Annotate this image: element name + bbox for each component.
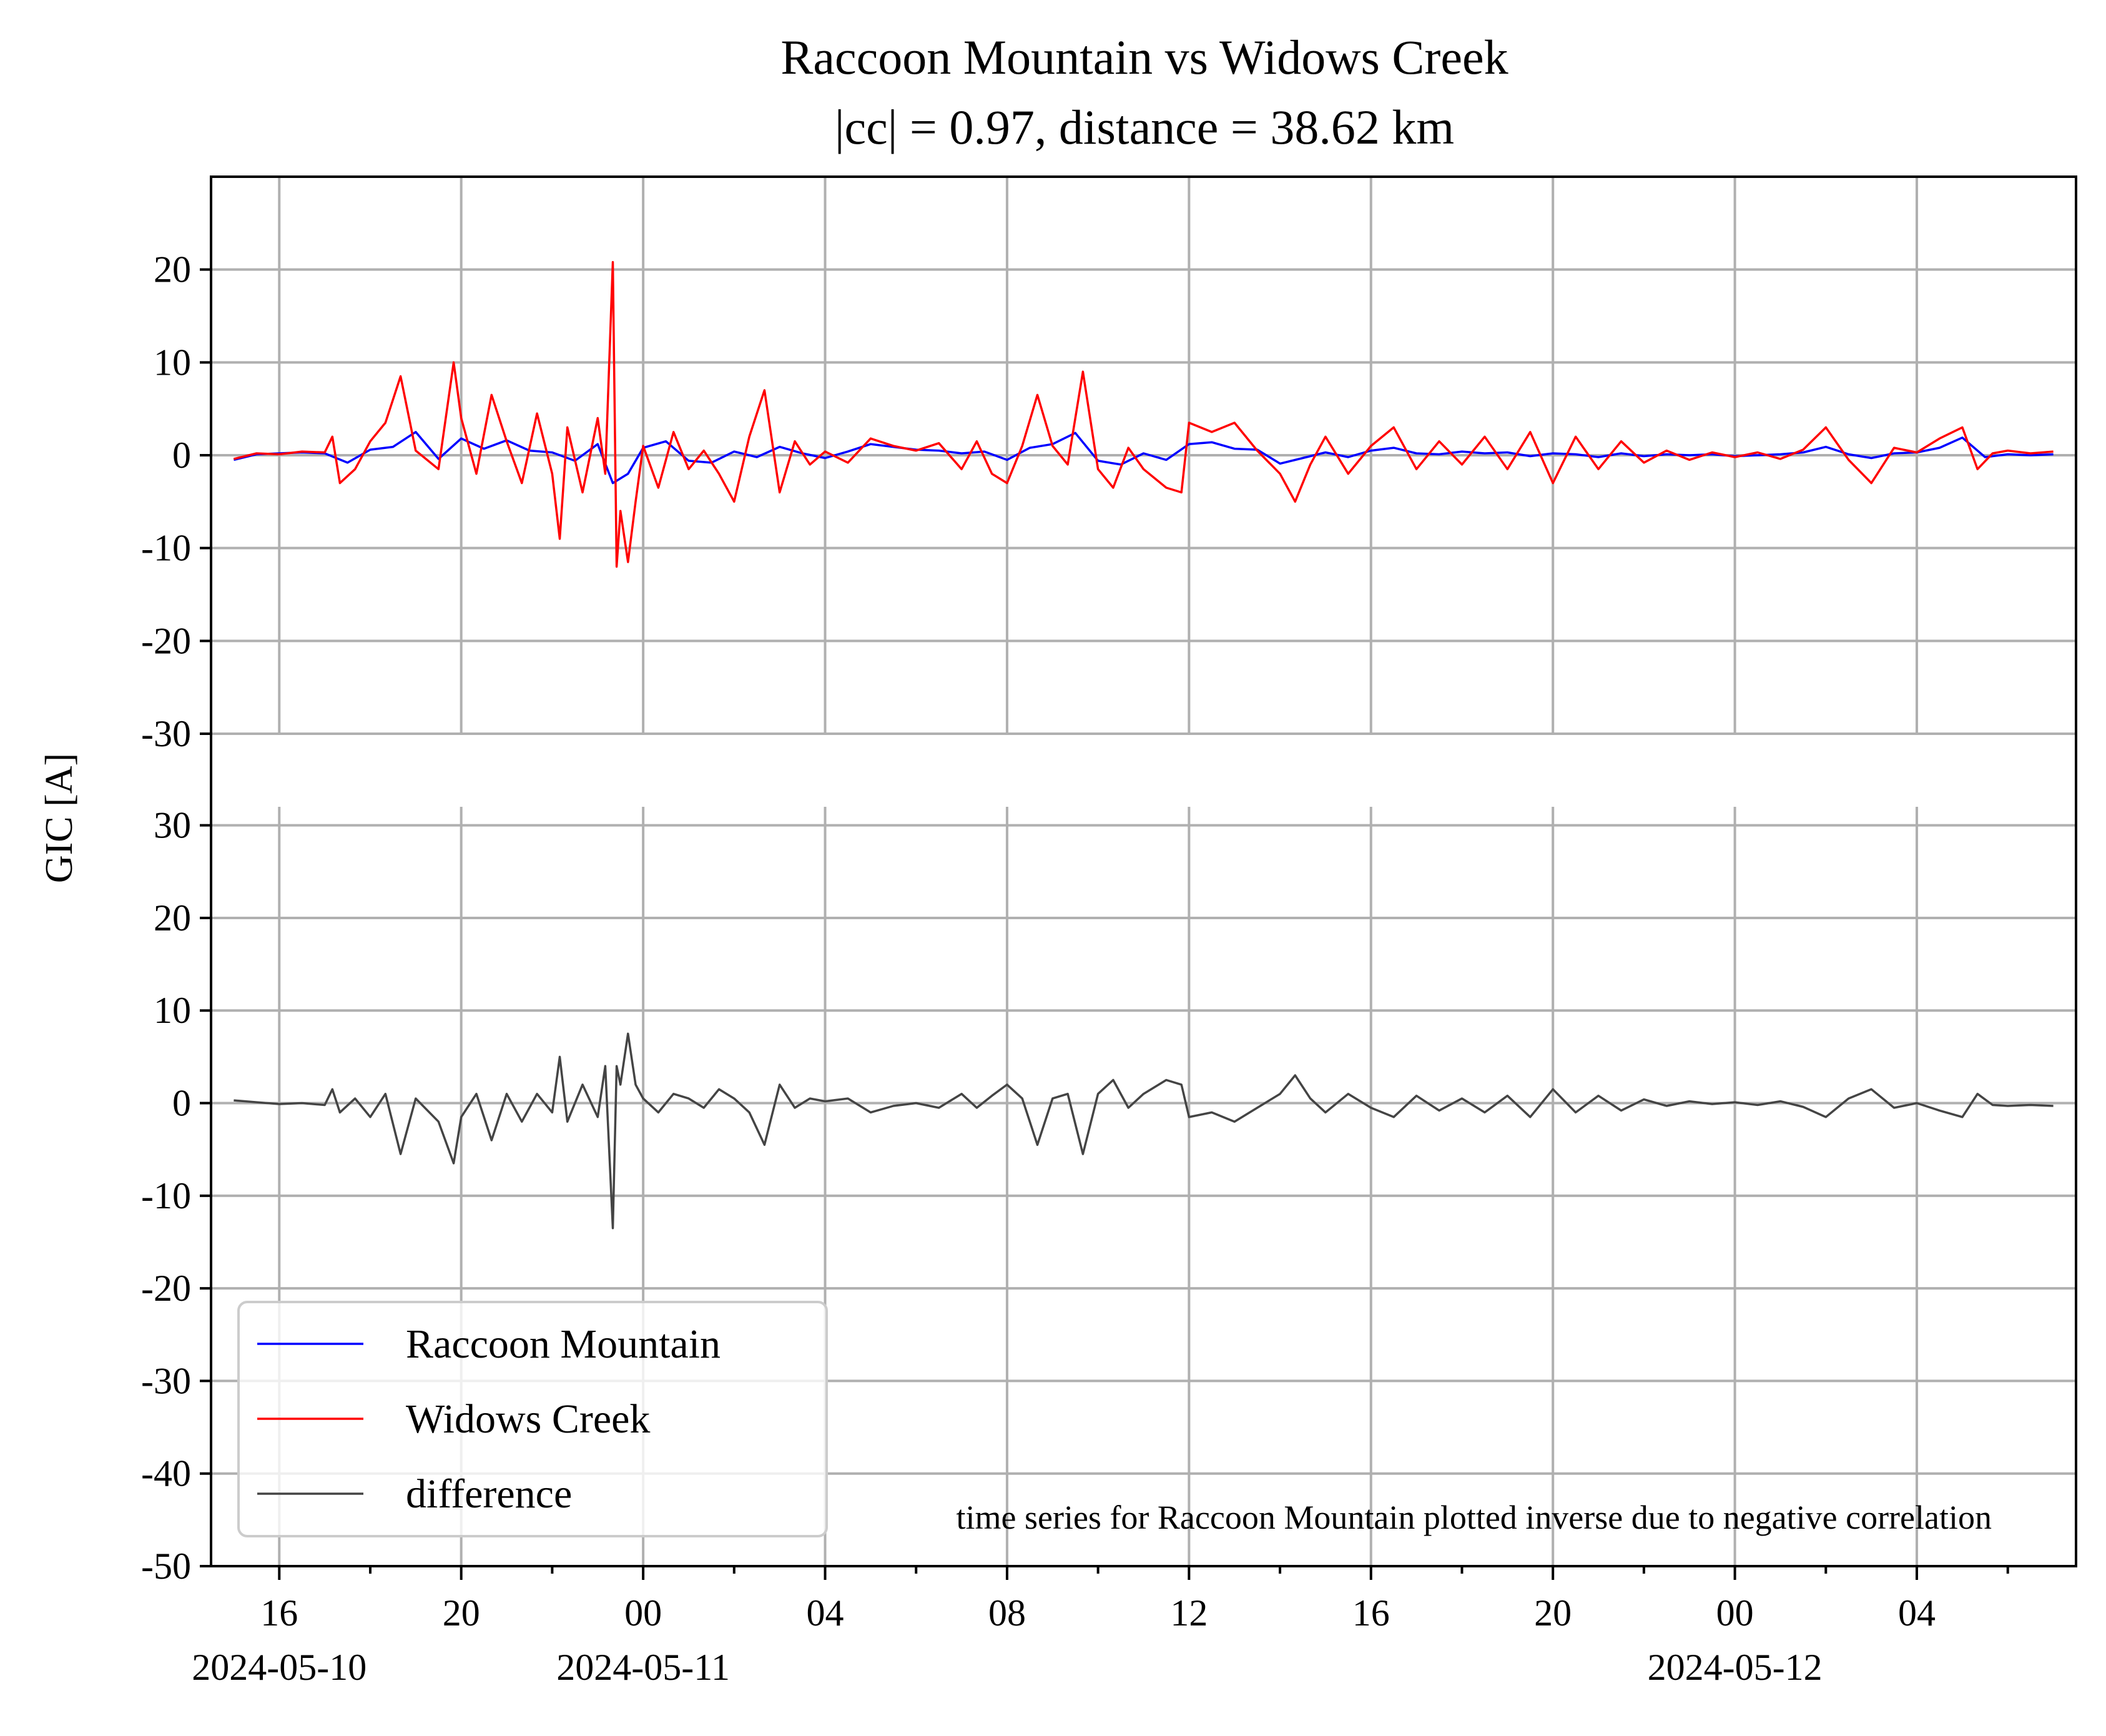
chart-title: Raccoon Mountain vs Widows Creek xyxy=(780,30,1508,84)
x-tick-label-9: 04 xyxy=(1898,1592,1936,1634)
y-tick-label-bottom-1: 20 xyxy=(154,897,191,939)
y-tick-label-bottom-6: -30 xyxy=(141,1360,191,1401)
legend-label-raccoon-mountain: Raccoon Mountain xyxy=(406,1321,721,1367)
y-tick-label-top-1: 10 xyxy=(154,342,191,383)
x-tick-label-2: 00 xyxy=(624,1592,662,1634)
legend: Raccoon Mountain Widows Creek difference xyxy=(237,1301,828,1537)
y-tick-label-top-3: -10 xyxy=(141,528,191,569)
x-tick-label-7: 20 xyxy=(1534,1592,1572,1634)
y-tick-label-bottom-4: -10 xyxy=(141,1175,191,1216)
legend-items: Raccoon Mountain Widows Creek difference xyxy=(257,1321,721,1517)
legend-box xyxy=(237,1301,828,1537)
y-tick-label-bottom-8: -50 xyxy=(141,1546,191,1587)
y-axis-label: GIC [A] xyxy=(38,753,81,883)
x-tick-label-4: 08 xyxy=(988,1592,1026,1634)
y-tick-label-bottom-0: 30 xyxy=(154,805,191,846)
x-date-label-0: 2024-05-10 xyxy=(192,1647,367,1688)
legend-label-widows-creek: Widows Creek xyxy=(406,1396,650,1442)
x-tick-label-8: 00 xyxy=(1716,1592,1754,1634)
series-line-difference xyxy=(234,1032,2054,1230)
y-tick-label-bottom-7: -40 xyxy=(141,1453,191,1494)
x-tick-label-6: 16 xyxy=(1352,1592,1390,1634)
chart-subtitle: |cc| = 0.97, distance = 38.62 km xyxy=(835,100,1454,154)
axes-frame xyxy=(210,175,2077,1567)
y-tick-label-top-0: 20 xyxy=(154,249,191,290)
x-tick-label-3: 04 xyxy=(807,1592,844,1634)
y-tick-label-top-2: 0 xyxy=(172,435,191,476)
x-tick-label-1: 20 xyxy=(443,1592,480,1634)
axis-layer: 20 10 0 -10 -20 -30 30 20 10 0 -10 -20 -30 -40 -50 16 20… xyxy=(141,175,2077,1688)
series-layer xyxy=(233,261,2054,1230)
y-tick-label-top-5: -30 xyxy=(141,713,191,754)
x-date-label-2: 2024-05-11 xyxy=(556,1647,730,1688)
y-tick-label-bottom-3: 0 xyxy=(172,1083,191,1124)
series-line-widows-creek xyxy=(233,261,2054,568)
x-tick-label-5: 12 xyxy=(1170,1592,1208,1634)
inverse-plot-note: time series for Raccoon Mountain plotted… xyxy=(957,1499,1992,1536)
legend-label-difference: difference xyxy=(406,1471,572,1517)
x-date-label-8: 2024-05-12 xyxy=(1648,1647,1823,1688)
y-tick-label-top-4: -20 xyxy=(141,620,191,661)
y-tick-label-bottom-5: -20 xyxy=(141,1268,191,1309)
y-tick-label-bottom-2: 10 xyxy=(154,990,191,1031)
x-tick-label-0: 16 xyxy=(260,1592,298,1634)
